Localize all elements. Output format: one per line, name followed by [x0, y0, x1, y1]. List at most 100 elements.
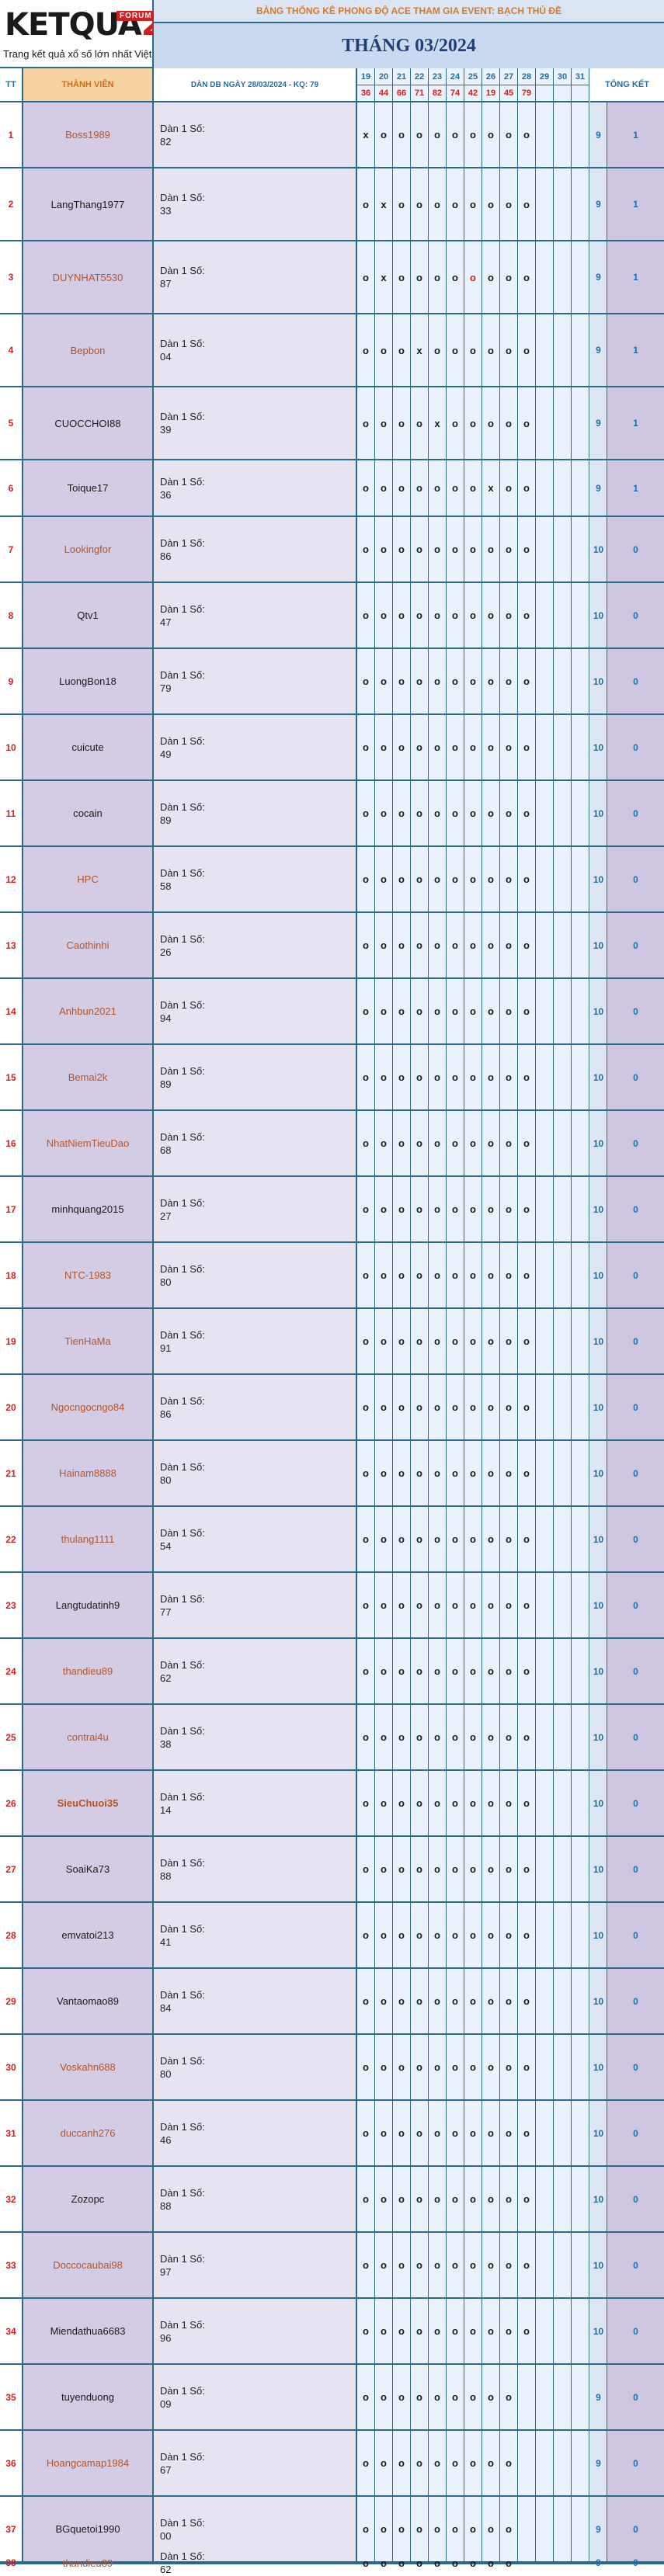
mark-miss: o	[518, 1969, 536, 2033]
member-name[interactable]: Boss1989	[23, 102, 154, 167]
member-name[interactable]: Hainam8888	[23, 1441, 154, 1505]
play-count: 10	[590, 2035, 607, 2099]
member-name[interactable]: Lookingfor	[23, 517, 154, 582]
member-name[interactable]: tuyenduong	[23, 2365, 154, 2429]
mark-miss: o	[375, 1243, 393, 1307]
member-name[interactable]: Vantaomao89	[23, 1969, 154, 2033]
mark-miss: o	[429, 1111, 447, 1175]
row-number: 5	[0, 387, 23, 459]
member-name[interactable]: Caothinhi	[23, 913, 154, 977]
member-row: 12 HPC Dàn 1 Số: 58 o o o o o o o o o o 10 0	[0, 847, 664, 913]
member-name[interactable]: Anhbun2021	[23, 979, 154, 1043]
mark-empty	[572, 241, 589, 313]
member-name[interactable]: Miendathua6683	[23, 2299, 154, 2363]
row-number: 33	[0, 2233, 23, 2297]
mark-miss: o	[464, 1969, 482, 2033]
member-name[interactable]: emvatoi213	[23, 1903, 154, 1967]
mark-miss: o	[357, 1375, 375, 1439]
mark-miss: o	[500, 1639, 518, 1703]
header-day-21: 21 66	[393, 68, 411, 102]
dan-number: 36	[160, 488, 172, 501]
dan-number: 87	[160, 278, 172, 290]
member-name[interactable]: minhquang2015	[23, 1177, 154, 1241]
mark-empty	[554, 1507, 572, 1571]
member-name[interactable]: LuongBon18	[23, 649, 154, 713]
member-name[interactable]: cocain	[23, 781, 154, 845]
dan-cell: Dàn 1 Số: 79	[154, 649, 357, 713]
member-name[interactable]: SoaiKa73	[23, 1837, 154, 1901]
play-count: 9	[590, 387, 607, 459]
mark-miss: o	[393, 102, 411, 167]
member-row: 1 Boss1989 Dàn 1 Số: 82 x o o o o o o o o o 9 1	[0, 102, 664, 168]
mark-miss: o	[375, 1507, 393, 1571]
ketqua-logo[interactable]: KETQUA2 FORUM Trang kết quả xổ số lớn nh…	[0, 0, 176, 68]
play-count: 9	[590, 102, 607, 167]
member-name[interactable]: DUYNHAT5530	[23, 241, 154, 313]
member-name[interactable]: cuicute	[23, 715, 154, 779]
mark-miss: o	[357, 2497, 375, 2561]
member-name[interactable]: LangThang1977	[23, 168, 154, 240]
mark-miss: o	[482, 583, 500, 647]
mark-miss: o	[375, 387, 393, 459]
mark-miss: o	[447, 1639, 464, 1703]
mark-miss: o	[482, 2365, 500, 2429]
mark-empty	[536, 517, 554, 582]
member-name[interactable]: CUOCCHOI88	[23, 387, 154, 459]
member-name[interactable]: Voskahn688	[23, 2035, 154, 2099]
mark-miss: o	[393, 1111, 411, 1175]
dan-label: Dàn 1 Số:	[160, 1262, 205, 1275]
member-name[interactable]: contrai4u	[23, 1705, 154, 1769]
member-name[interactable]: SieuChuoi35	[23, 1771, 154, 1835]
member-row: 13 Caothinhi Dàn 1 Số: 26 o o o o o o o o o o 10 0	[0, 913, 664, 979]
member-name[interactable]: NhatNiemTieuDao	[23, 1111, 154, 1175]
play-count: 9	[590, 2365, 607, 2429]
dan-number: 54	[160, 1540, 172, 1552]
mark-empty	[572, 1243, 589, 1307]
member-row: 5 CUOCCHOI88 Dàn 1 Số: 39 o o o o x o o o o o 9 1	[0, 387, 664, 460]
mark-empty	[554, 1639, 572, 1703]
member-name[interactable]: BGquetoi1990	[23, 2497, 154, 2561]
member-name[interactable]: TienHaMa	[23, 1309, 154, 1373]
mark-empty	[536, 1573, 554, 1637]
member-name[interactable]: Bepbon	[23, 314, 154, 386]
mark-miss: o	[464, 517, 482, 582]
member-name[interactable]: Bemai2k	[23, 1045, 154, 1109]
member-name[interactable]: Hoangcamap1984	[23, 2431, 154, 2495]
win-total: 0	[607, 1837, 664, 1901]
mark-miss: o	[393, 2035, 411, 2099]
member-row: 24 thandieu89 Dàn 1 Số: 62 o o o o o o o o o o 10 0	[0, 1639, 664, 1705]
row-number: 9	[0, 649, 23, 713]
member-name[interactable]: NTC-1983	[23, 1243, 154, 1307]
member-name[interactable]: thulang1111	[23, 1507, 154, 1571]
mark-miss: o	[375, 715, 393, 779]
dan-cell: Dàn 1 Số: 41	[154, 1903, 357, 1967]
member-name[interactable]: Langtudatinh9	[23, 1573, 154, 1637]
mark-miss: o	[447, 1573, 464, 1637]
mark-miss: o	[357, 1771, 375, 1835]
dan-cell: Dàn 1 Số: 80	[154, 1243, 357, 1307]
mark-miss: o	[500, 1177, 518, 1241]
play-count: 10	[590, 1771, 607, 1835]
member-name[interactable]: Zozopc	[23, 2167, 154, 2231]
mark-miss: o	[482, 1837, 500, 1901]
dan-label: Dàn 1 Số:	[160, 2186, 205, 2199]
header-day-24: 24 74	[447, 68, 464, 102]
member-name[interactable]: HPC	[23, 847, 154, 911]
member-name[interactable]: thandieu89	[23, 1639, 154, 1703]
mark-miss: o	[411, 2365, 429, 2429]
mark-miss: o	[447, 715, 464, 779]
member-name[interactable]: Qtv1	[23, 583, 154, 647]
mark-empty	[536, 1045, 554, 1109]
member-name[interactable]: Toique17	[23, 460, 154, 516]
mark-empty	[554, 387, 572, 459]
row-number: 3	[0, 241, 23, 313]
mark-hit: x	[482, 460, 500, 516]
mark-miss: o	[411, 387, 429, 459]
member-name[interactable]: Doccocaubai98	[23, 2233, 154, 2297]
play-count: 10	[590, 2299, 607, 2363]
header-day-20: 20 44	[375, 68, 393, 102]
mark-miss: o	[429, 1639, 447, 1703]
dan-label: Dàn 1 Số:	[160, 1328, 205, 1341]
member-name[interactable]: Ngocngocngo84	[23, 1375, 154, 1439]
member-name[interactable]: duccanh276	[23, 2101, 154, 2165]
